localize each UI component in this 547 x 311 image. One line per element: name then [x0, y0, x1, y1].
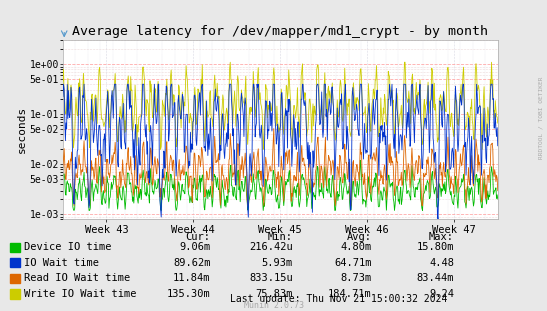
Text: Last update: Thu Nov 21 15:00:32 2024: Last update: Thu Nov 21 15:00:32 2024: [230, 294, 448, 304]
Text: 216.42u: 216.42u: [249, 242, 293, 252]
Text: 833.15u: 833.15u: [249, 273, 293, 283]
Text: RRDTOOL / TOBI OETIKER: RRDTOOL / TOBI OETIKER: [538, 77, 543, 160]
Text: 75.83m: 75.83m: [255, 289, 293, 299]
Text: 4.48: 4.48: [429, 258, 454, 268]
Text: 64.71m: 64.71m: [334, 258, 372, 268]
Text: 89.62m: 89.62m: [173, 258, 211, 268]
Text: 11.84m: 11.84m: [173, 273, 211, 283]
Text: 9.24: 9.24: [429, 289, 454, 299]
Text: 4.80m: 4.80m: [341, 242, 372, 252]
Text: IO Wait time: IO Wait time: [24, 258, 99, 268]
Text: Max:: Max:: [429, 232, 454, 242]
Text: 5.93m: 5.93m: [261, 258, 293, 268]
Text: 15.80m: 15.80m: [416, 242, 454, 252]
Text: Munin 2.0.73: Munin 2.0.73: [243, 301, 304, 310]
Text: 83.44m: 83.44m: [416, 273, 454, 283]
Text: 8.73m: 8.73m: [341, 273, 372, 283]
Text: Cur:: Cur:: [185, 232, 211, 242]
Y-axis label: seconds: seconds: [16, 106, 27, 153]
Title: Average latency for /dev/mapper/md1_crypt - by month: Average latency for /dev/mapper/md1_cryp…: [72, 25, 488, 38]
Text: 135.30m: 135.30m: [167, 289, 211, 299]
Text: Read IO Wait time: Read IO Wait time: [24, 273, 130, 283]
Text: 184.71m: 184.71m: [328, 289, 372, 299]
Text: Write IO Wait time: Write IO Wait time: [24, 289, 137, 299]
Text: 9.06m: 9.06m: [179, 242, 211, 252]
Text: Device IO time: Device IO time: [24, 242, 112, 252]
Text: Avg:: Avg:: [347, 232, 372, 242]
Text: Min:: Min:: [267, 232, 293, 242]
